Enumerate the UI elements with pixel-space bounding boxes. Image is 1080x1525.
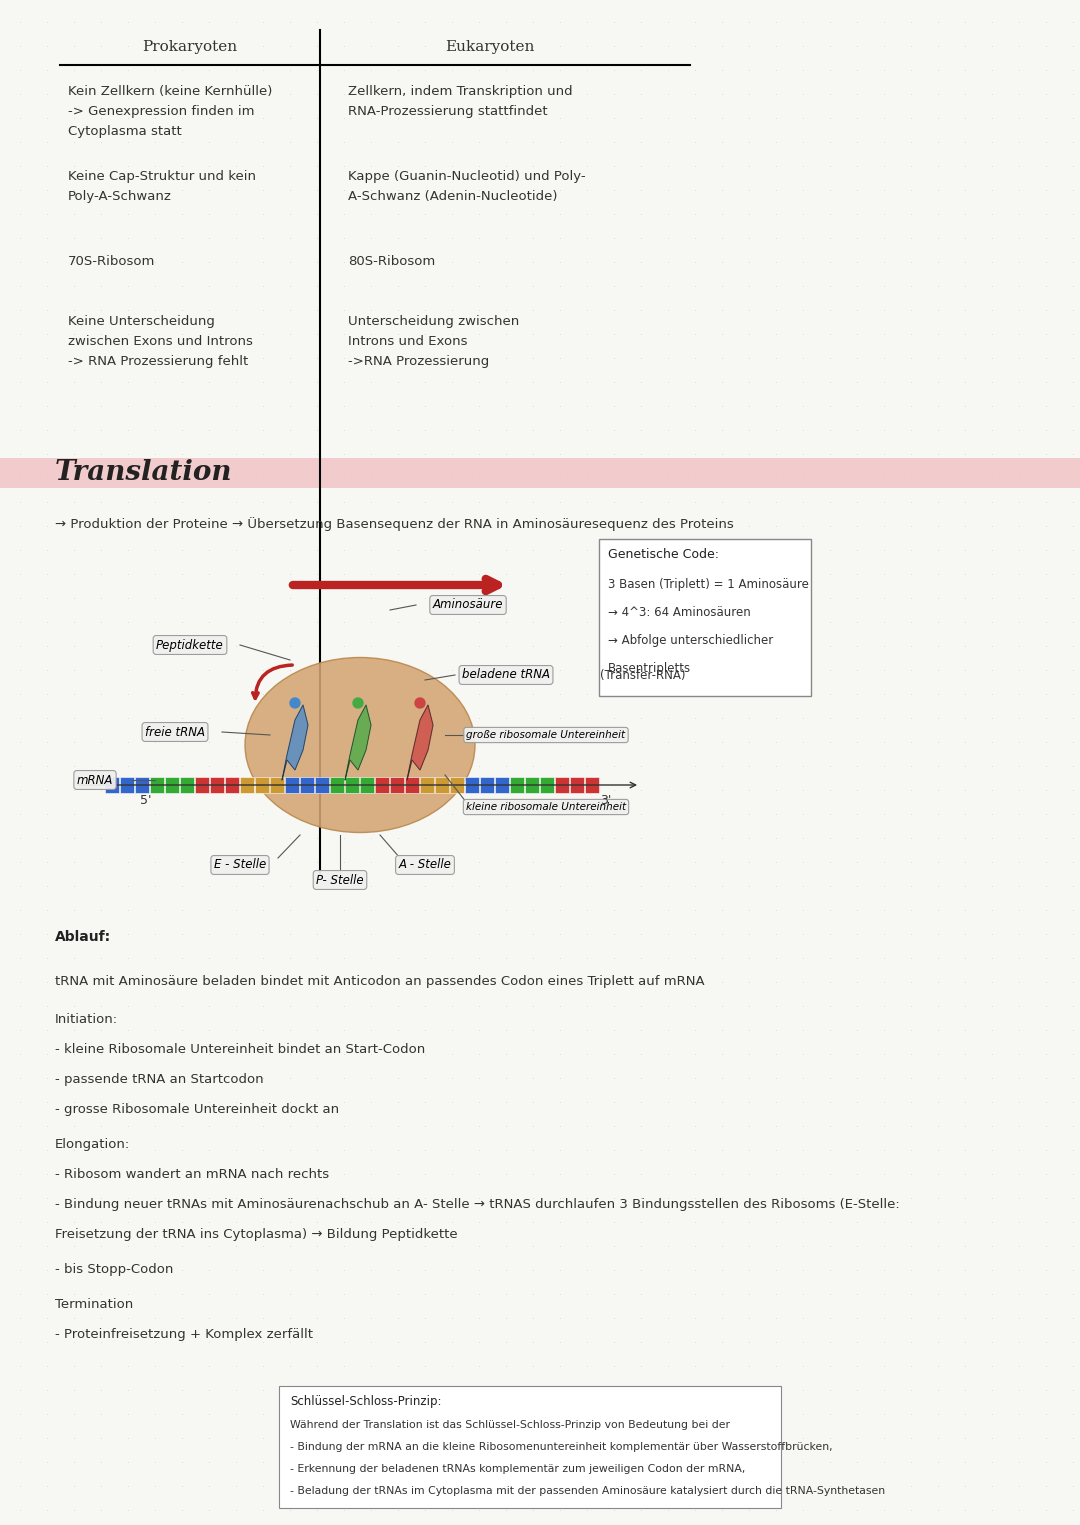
Bar [585, 778, 599, 793]
Ellipse shape [245, 657, 475, 833]
Bar [285, 778, 299, 793]
Bar [255, 778, 269, 793]
Bar [480, 778, 494, 793]
Circle shape [353, 698, 363, 708]
Bar [165, 778, 179, 793]
Text: - grosse Ribosomale Untereinheit dockt an: - grosse Ribosomale Untereinheit dockt a… [55, 1103, 339, 1116]
Text: E - Stelle: E - Stelle [214, 859, 266, 871]
Text: große ribosomale Untereinheit: große ribosomale Untereinheit [467, 730, 625, 740]
Bar [540, 778, 554, 793]
Text: kleine ribosomale Untereinheit: kleine ribosomale Untereinheit [465, 802, 626, 811]
Bar [240, 778, 254, 793]
Text: Während der Translation ist das Schlüssel-Schloss-Prinzip von Bedeutung bei der: Während der Translation ist das Schlüsse… [291, 1420, 730, 1430]
Text: Basentripletts: Basentripletts [608, 662, 691, 676]
Bar [0, 458, 1080, 488]
Text: P- Stelle: P- Stelle [316, 874, 364, 886]
Bar [420, 778, 434, 793]
Bar [525, 778, 539, 793]
FancyBboxPatch shape [279, 1386, 781, 1508]
Text: Kappe (Guanin-Nucleotid) und Poly-
A-Schwanz (Adenin-Nucleotide): Kappe (Guanin-Nucleotid) und Poly- A-Sch… [348, 169, 585, 203]
Bar [195, 778, 210, 793]
Bar [300, 778, 314, 793]
Text: Zellkern, indem Transkription und
RNA-Prozessierung stattfindet: Zellkern, indem Transkription und RNA-Pr… [348, 85, 572, 117]
Bar [345, 778, 359, 793]
Bar [375, 778, 389, 793]
Text: A - Stelle: A - Stelle [399, 859, 451, 871]
Bar [360, 778, 374, 793]
Text: 5': 5' [140, 793, 151, 807]
Text: Prokaryoten: Prokaryoten [143, 40, 238, 53]
Text: → Abfolge unterschiedlicher: → Abfolge unterschiedlicher [608, 634, 773, 647]
Text: Eukaryoten: Eukaryoten [445, 40, 535, 53]
Text: Genetische Code:: Genetische Code: [608, 547, 719, 561]
Text: Freisetzung der tRNA ins Cytoplasma) → Bildung Peptidkette: Freisetzung der tRNA ins Cytoplasma) → B… [55, 1228, 458, 1241]
Bar [315, 778, 329, 793]
Bar [330, 778, 345, 793]
Bar [390, 778, 404, 793]
Bar [450, 778, 464, 793]
Text: - Proteinfreisetzung + Komplex zerfällt: - Proteinfreisetzung + Komplex zerfällt [55, 1328, 313, 1340]
Text: Translation: Translation [55, 459, 232, 486]
Text: Schlüssel-Schloss-Prinzip:: Schlüssel-Schloss-Prinzip: [291, 1395, 442, 1408]
Text: Unterscheidung zwischen
Introns und Exons
->RNA Prozessierung: Unterscheidung zwischen Introns und Exon… [348, 316, 519, 368]
Bar [120, 778, 134, 793]
Text: Initiation:: Initiation: [55, 1013, 118, 1026]
Text: Kein Zellkern (keine Kernhülle)
-> Genexpression finden im
Cytoplasma statt: Kein Zellkern (keine Kernhülle) -> Genex… [68, 85, 272, 137]
Bar [225, 778, 239, 793]
Text: Keine Cap-Struktur und kein
Poly-A-Schwanz: Keine Cap-Struktur und kein Poly-A-Schwa… [68, 169, 256, 203]
Text: - kleine Ribosomale Untereinheit bindet an Start-Codon: - kleine Ribosomale Untereinheit bindet … [55, 1043, 426, 1055]
Bar [180, 778, 194, 793]
Text: Keine Unterscheidung
zwischen Exons und Introns
-> RNA Prozessierung fehlt: Keine Unterscheidung zwischen Exons und … [68, 316, 253, 368]
FancyBboxPatch shape [599, 538, 811, 695]
Text: - Beladung der tRNAs im Cytoplasma mit der passenden Aminosäure katalysiert durc: - Beladung der tRNAs im Cytoplasma mit d… [291, 1485, 886, 1496]
Polygon shape [407, 705, 433, 779]
Text: beladene tRNA: beladene tRNA [462, 668, 550, 682]
Text: mRNA: mRNA [77, 773, 113, 787]
Text: 3': 3' [600, 793, 611, 807]
Text: - bis Stopp-Codon: - bis Stopp-Codon [55, 1263, 174, 1276]
Text: tRNA mit Aminosäure beladen bindet mit Anticodon an passendes Codon eines Triple: tRNA mit Aminosäure beladen bindet mit A… [55, 974, 704, 988]
Bar [135, 778, 149, 793]
Text: 70S-Ribosom: 70S-Ribosom [68, 255, 156, 268]
Text: - Bindung neuer tRNAs mit Aminosäurenachschub an A- Stelle → tRNAS durchlaufen 3: - Bindung neuer tRNAs mit Aminosäurenach… [55, 1199, 900, 1211]
Bar [150, 778, 164, 793]
Text: (Transfer-RNA): (Transfer-RNA) [600, 668, 686, 682]
Text: - Ribosom wandert an mRNA nach rechts: - Ribosom wandert an mRNA nach rechts [55, 1168, 329, 1180]
Text: Termination: Termination [55, 1298, 133, 1311]
Bar [465, 778, 480, 793]
Text: 3 Basen (Triplett) = 1 Aminosäure: 3 Basen (Triplett) = 1 Aminosäure [608, 578, 809, 592]
Bar [105, 778, 119, 793]
Polygon shape [345, 705, 372, 779]
Text: → Produktion der Proteine → Übersetzung Basensequenz der RNA in Aminosäuresequen: → Produktion der Proteine → Übersetzung … [55, 517, 733, 531]
Bar [510, 778, 524, 793]
Text: Elongation:: Elongation: [55, 1138, 131, 1151]
Circle shape [291, 698, 300, 708]
Bar [495, 778, 509, 793]
Text: freie tRNA: freie tRNA [145, 726, 205, 738]
Text: - Erkennung der beladenen tRNAs komplementär zum jeweiligen Codon der mRNA,: - Erkennung der beladenen tRNAs kompleme… [291, 1464, 745, 1475]
Polygon shape [282, 705, 308, 779]
Text: → 4^3: 64 Aminosäuren: → 4^3: 64 Aminosäuren [608, 605, 751, 619]
Bar [270, 778, 284, 793]
Bar [210, 778, 224, 793]
Text: Peptidkette: Peptidkette [157, 639, 224, 651]
Text: - passende tRNA an Startcodon: - passende tRNA an Startcodon [55, 1074, 264, 1086]
Bar [570, 778, 584, 793]
Bar [435, 778, 449, 793]
Text: Ablauf:: Ablauf: [55, 930, 111, 944]
Bar [555, 778, 569, 793]
Text: - Bindung der mRNA an die kleine Ribosomenuntereinheit komplementär über Wassers: - Bindung der mRNA an die kleine Ribosom… [291, 1443, 833, 1452]
Bar [405, 778, 419, 793]
Circle shape [415, 698, 426, 708]
Text: 80S-Ribosom: 80S-Ribosom [348, 255, 435, 268]
Text: Aminosäure: Aminosäure [433, 598, 503, 612]
